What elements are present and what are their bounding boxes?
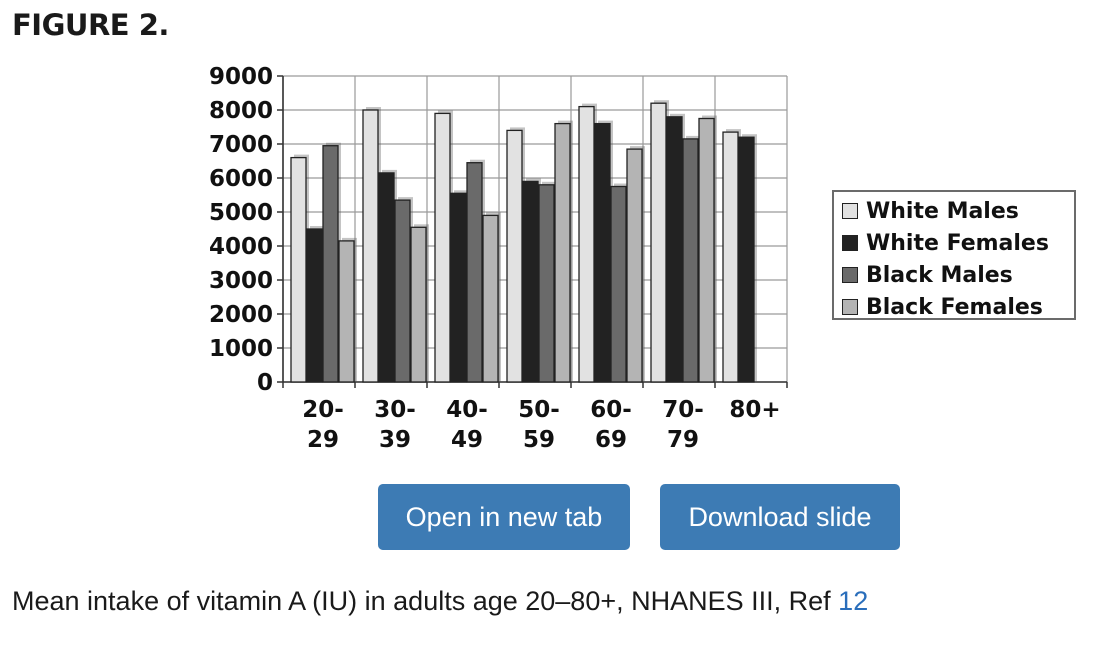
legend-label-black-males: Black Males (866, 262, 1013, 288)
bar-black-females-50-59 (554, 122, 571, 383)
legend-item-white-males: White Males (842, 196, 1019, 226)
legend-label-black-females: Black Females (866, 294, 1043, 320)
legend-item-black-males: Black Males (842, 260, 1013, 290)
y-tick-label: 0 (257, 370, 273, 396)
bar-white-males-60-69 (578, 105, 595, 383)
open-in-new-tab-button[interactable]: Open in new tab (378, 484, 630, 550)
x-tick-label: 50- (518, 397, 560, 423)
download-slide-button[interactable]: Download slide (660, 484, 900, 550)
bar-white-females-30-39 (378, 172, 395, 383)
bar-black-males-30-39 (394, 199, 411, 383)
legend-label-white-males: White Males (866, 198, 1019, 224)
bar-white-females-20-29 (306, 228, 323, 383)
legend-item-white-females: White Females (842, 228, 1049, 258)
bar-black-females-30-39 (410, 226, 427, 383)
reference-link[interactable]: 12 (838, 586, 869, 616)
bar-white-females-40-49 (450, 192, 467, 383)
bar-black-females-40-49 (482, 214, 499, 383)
caption-text: Mean intake of vitamin A (IU) in adults … (12, 586, 839, 616)
x-tick-label: 40- (446, 397, 488, 423)
legend-swatch-white-males (842, 203, 858, 219)
x-tick-label: 79 (667, 427, 699, 453)
x-tick-label: 39 (379, 427, 411, 453)
figure-caption: Mean intake of vitamin A (IU) in adults … (12, 586, 868, 617)
bar-black-males-40-49 (466, 162, 483, 383)
bar-white-females-60-69 (594, 122, 611, 383)
x-tick-label: 69 (595, 427, 627, 453)
legend-label-white-females: White Females (866, 230, 1049, 256)
chart-legend: White Males White Females Black Males Bl… (832, 190, 1076, 320)
bar-white-males-20-29 (290, 156, 307, 383)
y-tick-label: 8000 (209, 98, 273, 124)
figure-label: FIGURE 2. (12, 8, 169, 42)
legend-swatch-white-females (842, 235, 858, 251)
legend-swatch-black-females (842, 299, 858, 315)
y-tick-label: 5000 (209, 200, 273, 226)
x-tick-label: 30- (374, 397, 416, 423)
bar-white-females-50-59 (522, 180, 539, 383)
x-tick-label: 49 (451, 427, 483, 453)
bar-black-females-20-29 (338, 240, 355, 383)
y-tick-label: 9000 (209, 64, 273, 90)
bar-chart: 0 1000 2000 3000 4000 5000 6000 7000 8000 9000 20-… (209, 64, 788, 453)
x-tick-label: 70- (662, 397, 704, 423)
bar-black-males-60-69 (610, 185, 627, 383)
bar-black-males-20-29 (322, 145, 339, 383)
x-tick-label: 80+ (729, 397, 780, 423)
y-tick-label: 2000 (209, 302, 273, 328)
y-tick-label: 1000 (209, 336, 273, 362)
bar-white-males-70-79 (650, 102, 667, 383)
bar-black-females-60-69 (626, 148, 643, 383)
y-tick-label: 3000 (209, 268, 273, 294)
bar-white-females-80+ (738, 136, 755, 383)
legend-swatch-black-males (842, 267, 858, 283)
bar-black-males-70-79 (682, 138, 699, 383)
bar-black-males-50-59 (538, 184, 555, 383)
x-tick-label: 20- (302, 397, 344, 423)
bar-white-males-50-59 (506, 129, 523, 383)
y-tick-label: 7000 (209, 132, 273, 158)
y-tick-label: 4000 (209, 234, 273, 260)
bar-white-females-70-79 (666, 116, 683, 383)
legend-item-black-females: Black Females (842, 292, 1043, 322)
bar-black-females-70-79 (698, 117, 715, 383)
bar-white-males-80+ (722, 131, 739, 383)
x-tick-label: 60- (590, 397, 632, 423)
x-tick-label: 29 (307, 427, 339, 453)
bar-white-males-30-39 (362, 109, 379, 383)
x-tick-label: 59 (523, 427, 555, 453)
bar-white-males-40-49 (434, 112, 451, 383)
y-tick-label: 6000 (209, 166, 273, 192)
